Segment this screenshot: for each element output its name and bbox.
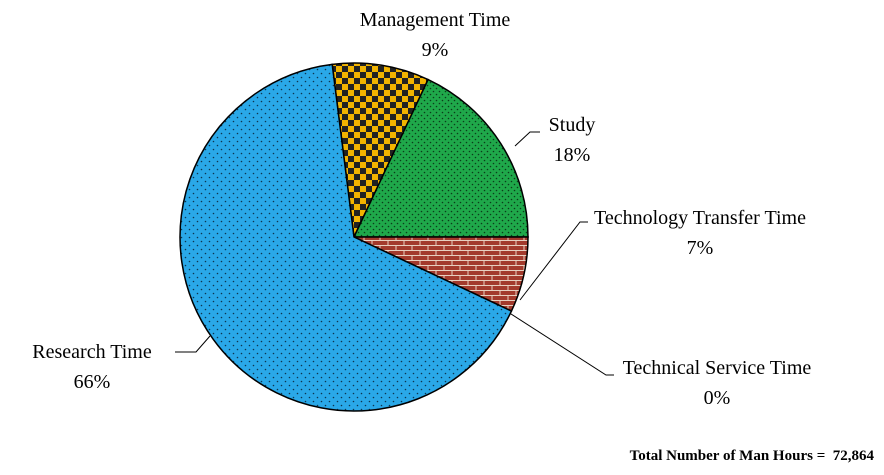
category-name: Management Time bbox=[359, 9, 511, 31]
value-label: 9% bbox=[421, 39, 449, 61]
slice-label: Technology Transfer Time 7% bbox=[585, 203, 815, 263]
value-label: 66% bbox=[73, 371, 111, 393]
category-name: Research Time bbox=[32, 341, 152, 363]
leader-lines bbox=[175, 131, 614, 376]
slice-label: Study 18% bbox=[522, 110, 622, 170]
value-label: 7% bbox=[686, 237, 714, 259]
slice-label: Management Time 9% bbox=[355, 5, 515, 65]
annotation: Total Number of Man Hours = 72,864 bbox=[629, 448, 874, 464]
pie-slice bbox=[352, 78, 529, 238]
value-label: 0% bbox=[703, 387, 731, 409]
pie-slice bbox=[331, 62, 430, 240]
value-label: 18% bbox=[553, 144, 591, 166]
category-name: Technology Transfer Time bbox=[594, 207, 806, 229]
pie-slice bbox=[179, 63, 513, 412]
category-name: Technical Service Time bbox=[622, 357, 812, 379]
slice-label: Technical Service Time 0% bbox=[612, 353, 822, 413]
slice-label: Research Time 66% bbox=[2, 337, 182, 397]
category-name: Study bbox=[548, 114, 596, 136]
